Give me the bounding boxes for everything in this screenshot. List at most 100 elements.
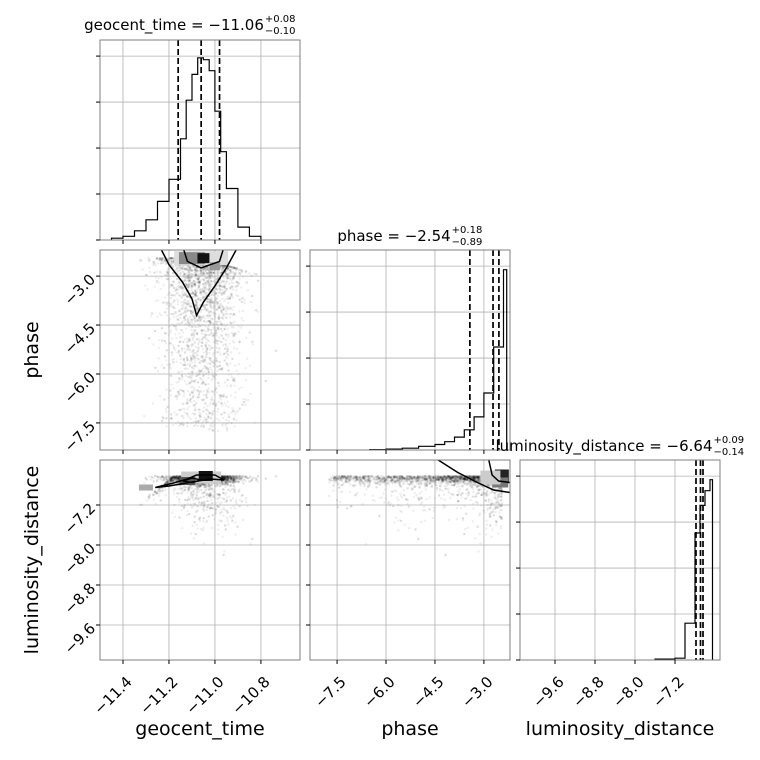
scatter-point [160,339,164,342]
scatter-point [160,327,164,330]
scatter-point [232,305,235,309]
scatter-point [242,400,246,404]
scatter-point [180,285,183,288]
scatter-point [175,328,178,332]
scatter-point [178,269,181,272]
scatter-point [204,295,207,298]
scatter-point [174,294,177,297]
scatter-point [203,305,207,308]
scatter-point [207,370,210,374]
scatter-point [175,381,178,384]
scatter-point [189,315,192,319]
scatter-point [182,266,186,269]
scatter-point [183,298,186,301]
scatter-point [208,333,211,337]
scatter-point [199,291,202,294]
scatter-point [206,300,209,303]
scatter-point [165,349,168,352]
scatter-point [205,353,208,356]
scatter-point [205,314,209,318]
scatter-point [230,373,233,376]
scatter-point [216,301,220,304]
scatter-point [186,319,189,322]
scatter-point [211,429,214,432]
scatter-point [154,366,157,369]
scatter-point [218,284,221,287]
scatter-point [201,382,204,385]
scatter-point [212,361,215,364]
scatter-point [227,272,230,276]
scatter-point [216,410,219,413]
scatter-point [221,366,224,369]
scatter-point [197,419,200,423]
scatter-point [159,262,163,265]
scatter-point [217,381,220,385]
scatter-point [226,335,230,338]
scatter-point [224,282,227,286]
scatter-point [202,267,205,271]
scatter-point [185,412,189,415]
scatter-point [199,293,203,296]
scatter-point [152,263,155,267]
scatter-point [198,291,202,295]
scatter-point [192,282,196,286]
scatter-point [208,319,211,323]
scatter-point [228,277,232,280]
scatter-point [193,316,196,320]
scatter-point [197,393,201,396]
scatter-point [186,398,189,401]
scatter-point [232,276,235,279]
scatter-point [203,416,206,419]
scatter-point [215,391,219,394]
scatter-point [205,337,208,341]
scatter-point [189,311,193,314]
scatter-point [159,287,162,290]
scatter-point [180,287,183,290]
scatter-point [226,349,229,353]
scatter-point [169,285,172,289]
scatter-point [202,293,205,296]
scatter-point [179,340,182,343]
scatter-point [254,309,258,312]
scatter-point [209,306,213,309]
scatter-point [170,260,174,263]
scatter-point [172,280,175,283]
scatter-point [222,393,225,396]
scatter-point [188,339,191,342]
scatter-point [240,300,244,304]
scatter-point [180,266,183,270]
scatter-point [219,304,222,308]
scatter-point [207,415,210,418]
scatter-point [193,404,197,407]
scatter-point [192,350,195,353]
scatter-point [199,269,202,272]
scatter-point [229,292,233,296]
scatter-point [158,258,161,261]
scatter-point [190,284,193,287]
scatter-point [155,257,158,260]
scatter-point [233,377,236,380]
scatter-point [190,358,193,361]
scatter-point [182,301,186,305]
scatter-point [204,284,207,287]
scatter-point [210,293,213,296]
scatter-point [204,267,207,270]
scatter-point [171,305,174,308]
scatter-point [210,276,213,279]
scatter-point [188,348,191,351]
scatter-point [198,282,202,285]
scatter-point [208,403,212,406]
scatter-point [198,291,202,295]
scatter-point [207,416,210,419]
scatter-point [206,327,210,331]
scatter-point [220,309,223,313]
scatter-point [190,289,193,292]
scatter-point [180,266,184,269]
scatter-point [207,312,211,315]
scatter-point [201,355,204,358]
scatter-point [181,266,184,269]
scatter-point [197,277,200,280]
scatter-point [165,277,168,281]
scatter-point [219,353,222,356]
scatter-point [210,298,213,302]
